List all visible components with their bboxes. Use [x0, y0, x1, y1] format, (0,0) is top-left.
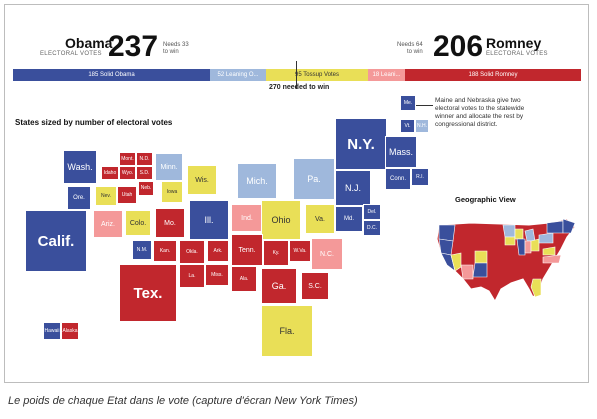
state-tenn[interactable]: Tenn.	[231, 234, 263, 266]
state-ga[interactable]: Ga.	[261, 268, 297, 304]
bar-tossup[interactable]: 95 Tossup Votes	[266, 69, 368, 81]
geo-va	[542, 246, 556, 256]
state-okla[interactable]: Okla.	[179, 240, 205, 264]
geo-il	[516, 238, 526, 256]
electoral-map-panel: Obama ELECTORAL VOTES 237 Needs 33 to wi…	[4, 4, 589, 383]
state-hawaii[interactable]: Hawaii	[43, 322, 61, 340]
state-nd[interactable]: N.D.	[136, 152, 153, 166]
state-fla[interactable]: Fla.	[261, 305, 313, 357]
state-tex[interactable]: Tex.	[119, 264, 177, 322]
geo-az	[460, 264, 474, 280]
state-ill[interactable]: Ill.	[189, 200, 229, 240]
romney-votes: 206	[433, 30, 484, 63]
geo-in	[524, 240, 532, 254]
state-colo[interactable]: Colo.	[125, 210, 151, 236]
state-neb[interactable]: Neb.	[138, 181, 154, 196]
romney-name: Romney	[486, 35, 542, 51]
state-wva[interactable]: W.Va.	[289, 240, 311, 262]
obama-needs-count: Needs 33	[163, 42, 189, 48]
geo-wi	[514, 228, 524, 240]
state-vt[interactable]: Vt.	[400, 119, 415, 133]
state-conn[interactable]: Conn.	[385, 168, 411, 190]
obama-name: Obama	[65, 35, 113, 51]
state-minn[interactable]: Minn.	[155, 153, 183, 181]
state-nm[interactable]: N.M.	[132, 240, 152, 260]
state-nc[interactable]: N.C.	[311, 238, 343, 270]
state-idaho[interactable]: Idaho	[101, 166, 119, 180]
geographic-map[interactable]	[431, 209, 581, 309]
bar-solid-obama[interactable]: 185 Solid Obama	[13, 69, 210, 81]
state-alaska[interactable]: Alaska	[61, 322, 79, 340]
state-ri[interactable]: R.I.	[411, 168, 429, 186]
state-pa[interactable]: Pa.	[293, 158, 335, 200]
obama-electoral-label: ELECTORAL VOTES	[40, 51, 102, 57]
state-nev[interactable]: Nev.	[95, 186, 117, 206]
state-ny[interactable]: N.Y.	[335, 118, 387, 170]
romney-electoral-label: ELECTORAL VOTES	[486, 51, 548, 57]
section-title: States sized by number of electoral vote…	[15, 118, 173, 127]
state-miss[interactable]: Miss.	[205, 264, 229, 286]
geo-fl	[530, 278, 542, 298]
geo-oh	[530, 238, 540, 252]
state-md[interactable]: Md.	[335, 206, 363, 232]
state-sc[interactable]: S.C.	[301, 272, 329, 300]
geo-mn	[502, 224, 516, 238]
geo-ia	[504, 236, 516, 246]
bar-leaning-romney[interactable]: 18 Leani...	[368, 69, 405, 81]
state-va[interactable]: Va.	[305, 204, 335, 234]
geo-pa	[538, 232, 554, 244]
state-mont[interactable]: Mont.	[119, 152, 136, 166]
state-mo[interactable]: Mo.	[155, 208, 185, 238]
state-me[interactable]: Me.	[400, 95, 416, 111]
needed-to-win: 270 needed to win	[269, 84, 330, 91]
geo-ny	[546, 220, 564, 234]
state-ohio[interactable]: Ohio	[261, 200, 301, 240]
obama-needs: Needs 33 to win	[163, 42, 189, 56]
state-utah[interactable]: Utah	[117, 186, 137, 204]
geo-wa	[438, 224, 456, 242]
note-leader	[415, 105, 433, 106]
geo-ne	[562, 218, 576, 234]
romney-needs-count: Needs 64	[397, 42, 423, 48]
state-iowa[interactable]: Iowa	[161, 181, 183, 203]
state-ore[interactable]: Ore.	[67, 186, 91, 210]
state-nj[interactable]: N.J.	[335, 170, 371, 206]
state-kan[interactable]: Kan.	[153, 240, 177, 262]
bar-solid-romney[interactable]: 188 Solid Romney	[405, 69, 581, 81]
romney-needs: Needs 64 to win	[397, 42, 423, 56]
image-caption: Le poids de chaque Etat dans le vote (ca…	[8, 395, 358, 407]
state-wash[interactable]: Wash.	[63, 150, 97, 184]
state-mich[interactable]: Mich.	[237, 163, 277, 199]
state-del[interactable]: Del.	[363, 204, 381, 220]
bar-leaning-obama[interactable]: 52 Leaning O...	[210, 69, 266, 81]
obama-votes: 237	[108, 30, 159, 63]
obama-needs-suffix: to win	[163, 49, 179, 55]
state-wyo[interactable]: Wyo.	[119, 166, 136, 180]
geo-mi	[524, 228, 536, 242]
state-dc[interactable]: D.C.	[363, 220, 381, 236]
geo-or	[438, 238, 454, 256]
state-ark[interactable]: Ark.	[207, 240, 229, 262]
state-calif[interactable]: Calif.	[25, 210, 87, 272]
state-mass[interactable]: Mass.	[385, 136, 417, 168]
state-sd[interactable]: S.D.	[136, 166, 153, 180]
state-wis[interactable]: Wis.	[187, 165, 217, 195]
geo-nc	[542, 254, 562, 264]
geo-co	[474, 250, 488, 264]
state-ind[interactable]: Ind.	[231, 204, 263, 232]
geo-nm	[472, 262, 488, 278]
maine-nebraska-note: Maine and Nebraska give two electoral vo…	[435, 97, 525, 128]
state-la[interactable]: La.	[179, 264, 205, 288]
romney-needs-suffix: to win	[407, 49, 423, 55]
state-ala[interactable]: Ala.	[231, 266, 257, 292]
state-ariz[interactable]: Ariz.	[93, 210, 123, 238]
geographic-view-title: Geographic View	[455, 195, 516, 204]
state-nh[interactable]: N.H.	[415, 119, 429, 133]
state-ky[interactable]: Ky.	[263, 240, 289, 266]
midpoint-marker	[296, 61, 297, 89]
